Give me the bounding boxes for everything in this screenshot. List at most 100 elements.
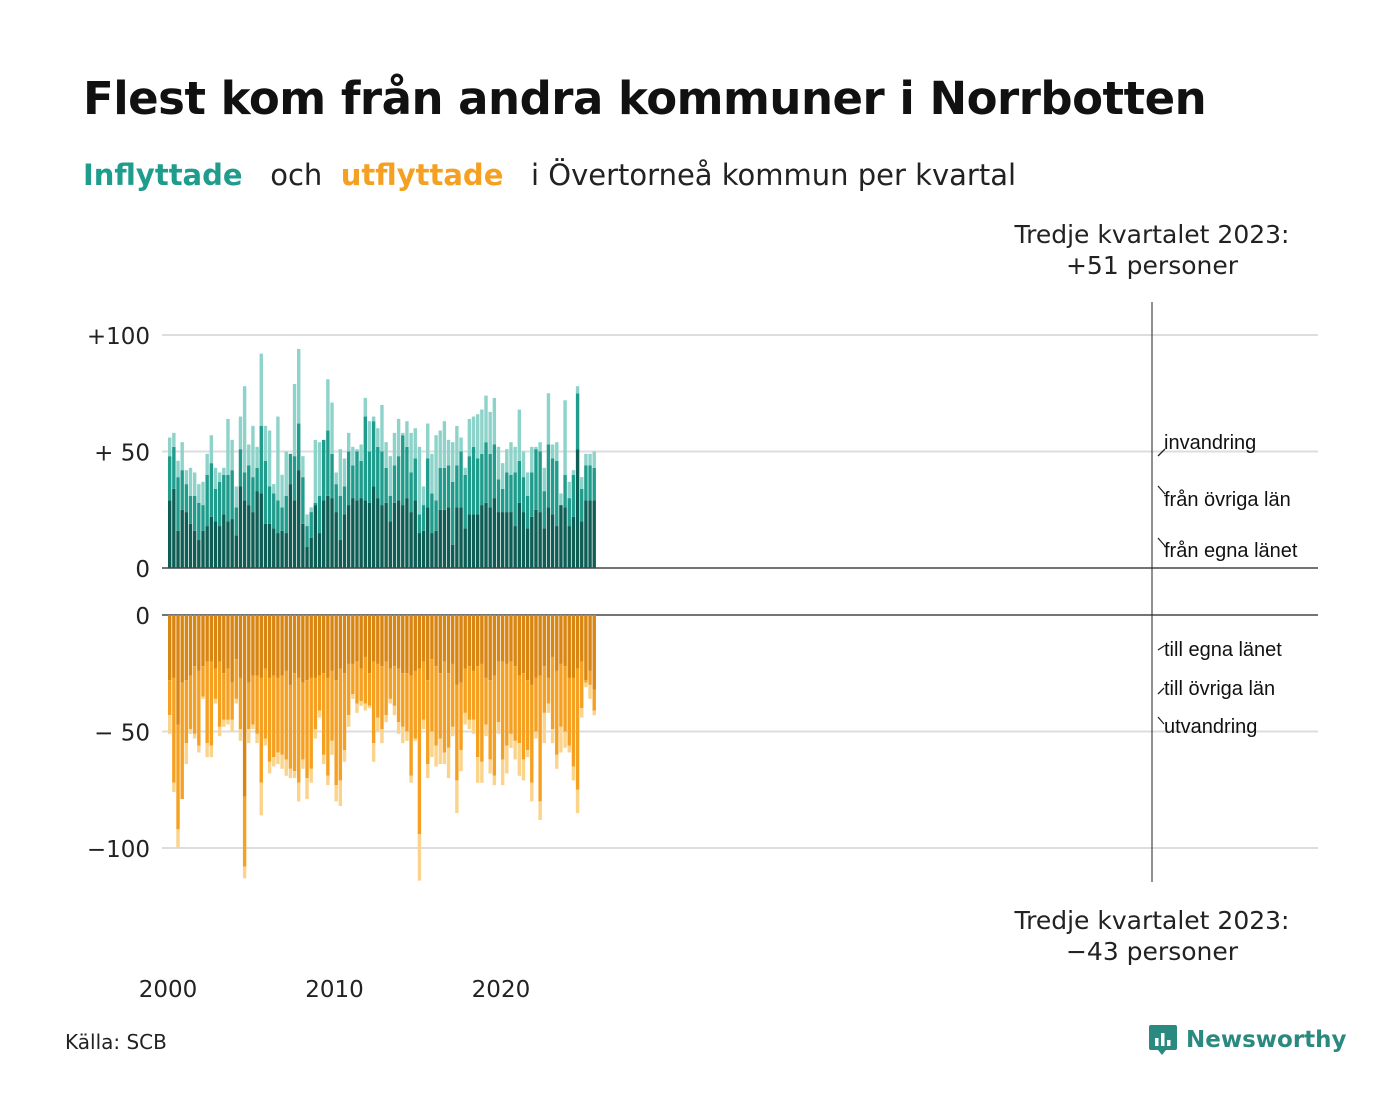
- bar-from-own-county: [455, 507, 459, 568]
- bar-immigration: [301, 456, 305, 478]
- bar-immigration: [238, 416, 243, 450]
- bar-immigration: [546, 393, 551, 445]
- bar-to-other-counties: [459, 682, 463, 751]
- bar-immigration: [488, 411, 492, 454]
- bar-to-other-counties: [438, 673, 442, 739]
- bar-from-own-county: [446, 507, 451, 568]
- bar-emigration: [559, 726, 563, 753]
- bar-to-other-counties: [338, 668, 343, 781]
- bar-to-other-counties: [517, 675, 522, 744]
- bar-to-own-county: [451, 615, 455, 664]
- bar-immigration: [496, 446, 501, 480]
- bar-from-other-counties: [309, 512, 313, 538]
- bar-to-other-counties: [276, 677, 280, 753]
- bar-from-other-counties: [455, 465, 459, 508]
- bar-from-own-county: [263, 523, 268, 568]
- bar-emigration: [226, 719, 230, 725]
- bar-from-other-counties: [176, 477, 180, 531]
- bar-from-other-counties: [484, 442, 488, 503]
- bar-from-own-county: [255, 491, 259, 568]
- chart-title: Flest kom från andra kommuner i Norrbott…: [83, 72, 1207, 125]
- bar-from-other-counties: [542, 491, 546, 529]
- bar-to-own-county: [371, 615, 376, 662]
- bar-from-other-counties: [330, 453, 334, 499]
- bar-from-other-counties: [209, 463, 214, 517]
- bar-from-other-counties: [255, 467, 259, 492]
- bar-immigration: [326, 379, 330, 431]
- bar-immigration: [471, 416, 476, 447]
- bar-immigration: [388, 456, 392, 496]
- bar-from-other-counties: [222, 474, 226, 515]
- bar-emigration: [201, 696, 205, 699]
- bar-from-other-counties: [338, 495, 343, 541]
- bar-to-own-county: [388, 615, 392, 669]
- bar-to-own-county: [217, 615, 222, 662]
- bar-emigration: [172, 782, 176, 793]
- bar-emigration: [388, 698, 392, 704]
- bar-from-other-counties: [525, 495, 530, 529]
- bar-from-other-counties: [334, 484, 338, 513]
- bar-immigration: [555, 442, 559, 461]
- bar-from-own-county: [559, 505, 563, 568]
- bar-to-other-counties: [550, 656, 555, 730]
- bar-immigration: [542, 467, 546, 492]
- bar-to-other-counties: [334, 680, 338, 786]
- bar-immigration: [317, 442, 322, 496]
- bar-to-other-counties: [584, 680, 588, 683]
- bar-to-other-counties: [505, 663, 509, 746]
- bar-emigration: [475, 757, 480, 783]
- bar-immigration: [192, 472, 197, 496]
- bar-to-other-counties: [205, 661, 209, 744]
- bar-from-other-counties: [384, 467, 388, 503]
- bar-from-other-counties: [500, 488, 505, 513]
- bar-immigration: [459, 437, 463, 452]
- subtitle-och: och: [270, 158, 323, 192]
- bar-from-other-counties: [488, 453, 492, 508]
- bar-emigration: [367, 705, 372, 709]
- bar-emigration: [396, 722, 401, 734]
- bar-to-other-counties: [184, 680, 189, 744]
- bar-from-own-county: [351, 498, 355, 568]
- bar-immigration: [446, 439, 451, 466]
- newsworthy-logo-icon: [1149, 1025, 1177, 1055]
- bar-to-own-county: [455, 615, 459, 685]
- bar-to-other-counties: [392, 666, 397, 706]
- bar-from-own-county: [297, 470, 301, 568]
- bar-to-own-county: [355, 615, 359, 662]
- bar-from-other-counties: [355, 451, 359, 501]
- bar-to-own-county: [184, 615, 189, 681]
- bar-to-own-county: [259, 615, 263, 678]
- bar-immigration: [313, 439, 318, 503]
- bar-from-own-county: [571, 516, 576, 568]
- bar-emigration: [446, 747, 451, 779]
- bar-to-other-counties: [255, 675, 259, 734]
- bar-emigration: [521, 759, 526, 781]
- bar-immigration: [226, 418, 230, 475]
- bar-emigration: [184, 743, 189, 765]
- bar-from-other-counties: [359, 460, 363, 499]
- bar-from-other-counties: [217, 481, 222, 527]
- bar-to-own-county: [401, 615, 405, 674]
- bar-to-other-counties: [313, 677, 318, 730]
- bar-to-own-county: [509, 615, 513, 662]
- bar-to-other-counties: [247, 682, 251, 730]
- bar-emigration: [292, 771, 297, 779]
- bar-emigration: [405, 731, 409, 741]
- bar-from-own-county: [205, 526, 209, 568]
- bar-from-other-counties: [267, 486, 272, 524]
- bar-to-own-county: [417, 615, 422, 669]
- bar-to-own-county: [242, 615, 247, 797]
- source-note: Källa: SCB: [65, 1030, 167, 1054]
- bar-from-own-county: [184, 512, 189, 568]
- bar-emigration: [255, 733, 259, 744]
- y-tick-label: 0: [135, 557, 150, 583]
- bar-from-other-counties: [421, 505, 426, 531]
- bar-immigration: [384, 442, 388, 468]
- bar-emigration: [555, 754, 559, 769]
- bar-to-own-county: [284, 615, 288, 671]
- bar-immigration: [230, 439, 234, 471]
- bar-emigration: [542, 712, 546, 744]
- bar-to-other-counties: [442, 661, 447, 753]
- bar-to-own-county: [492, 615, 497, 676]
- bar-immigration: [338, 449, 343, 496]
